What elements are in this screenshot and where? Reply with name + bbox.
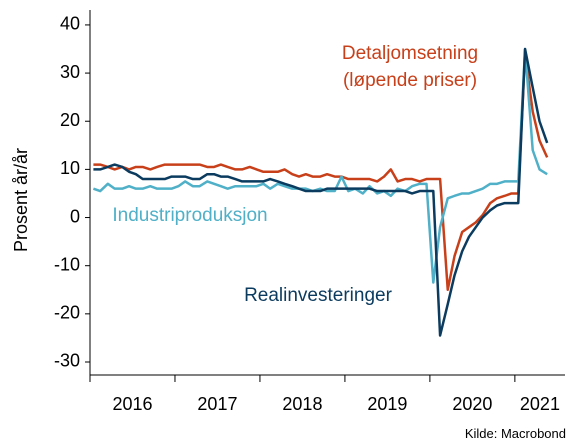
series-label: Realinvesteringer: [244, 285, 392, 306]
y-tick-label: -10: [54, 254, 80, 274]
y-tick-label: -30: [54, 351, 80, 371]
x-tick-label: 2018: [282, 394, 322, 414]
series-line: [92, 47, 548, 284]
y-tick-label: -20: [54, 303, 80, 323]
x-tick-label: 2017: [197, 394, 237, 414]
series-label: Detaljomsetning (løpende priser): [341, 43, 479, 91]
source: Kilde: Macrobond: [464, 426, 566, 441]
x-tick-label: 2020: [452, 394, 492, 414]
y-tick-label: 30: [60, 62, 80, 82]
y-tick-label: 10: [60, 158, 80, 178]
x-tick-label: 2019: [367, 394, 407, 414]
series-label: Industriproduksjon: [112, 205, 268, 226]
x-tick-label: 2021: [520, 394, 560, 414]
y-tick-label: 0: [70, 206, 80, 226]
series-line: [93, 47, 549, 337]
x-tick-label: 2016: [112, 394, 152, 414]
y-tick-label: 40: [60, 14, 80, 34]
y-axis-label: Prosent år/år: [11, 148, 31, 252]
y-tick-label: 20: [60, 110, 80, 130]
series-line: [93, 52, 549, 292]
